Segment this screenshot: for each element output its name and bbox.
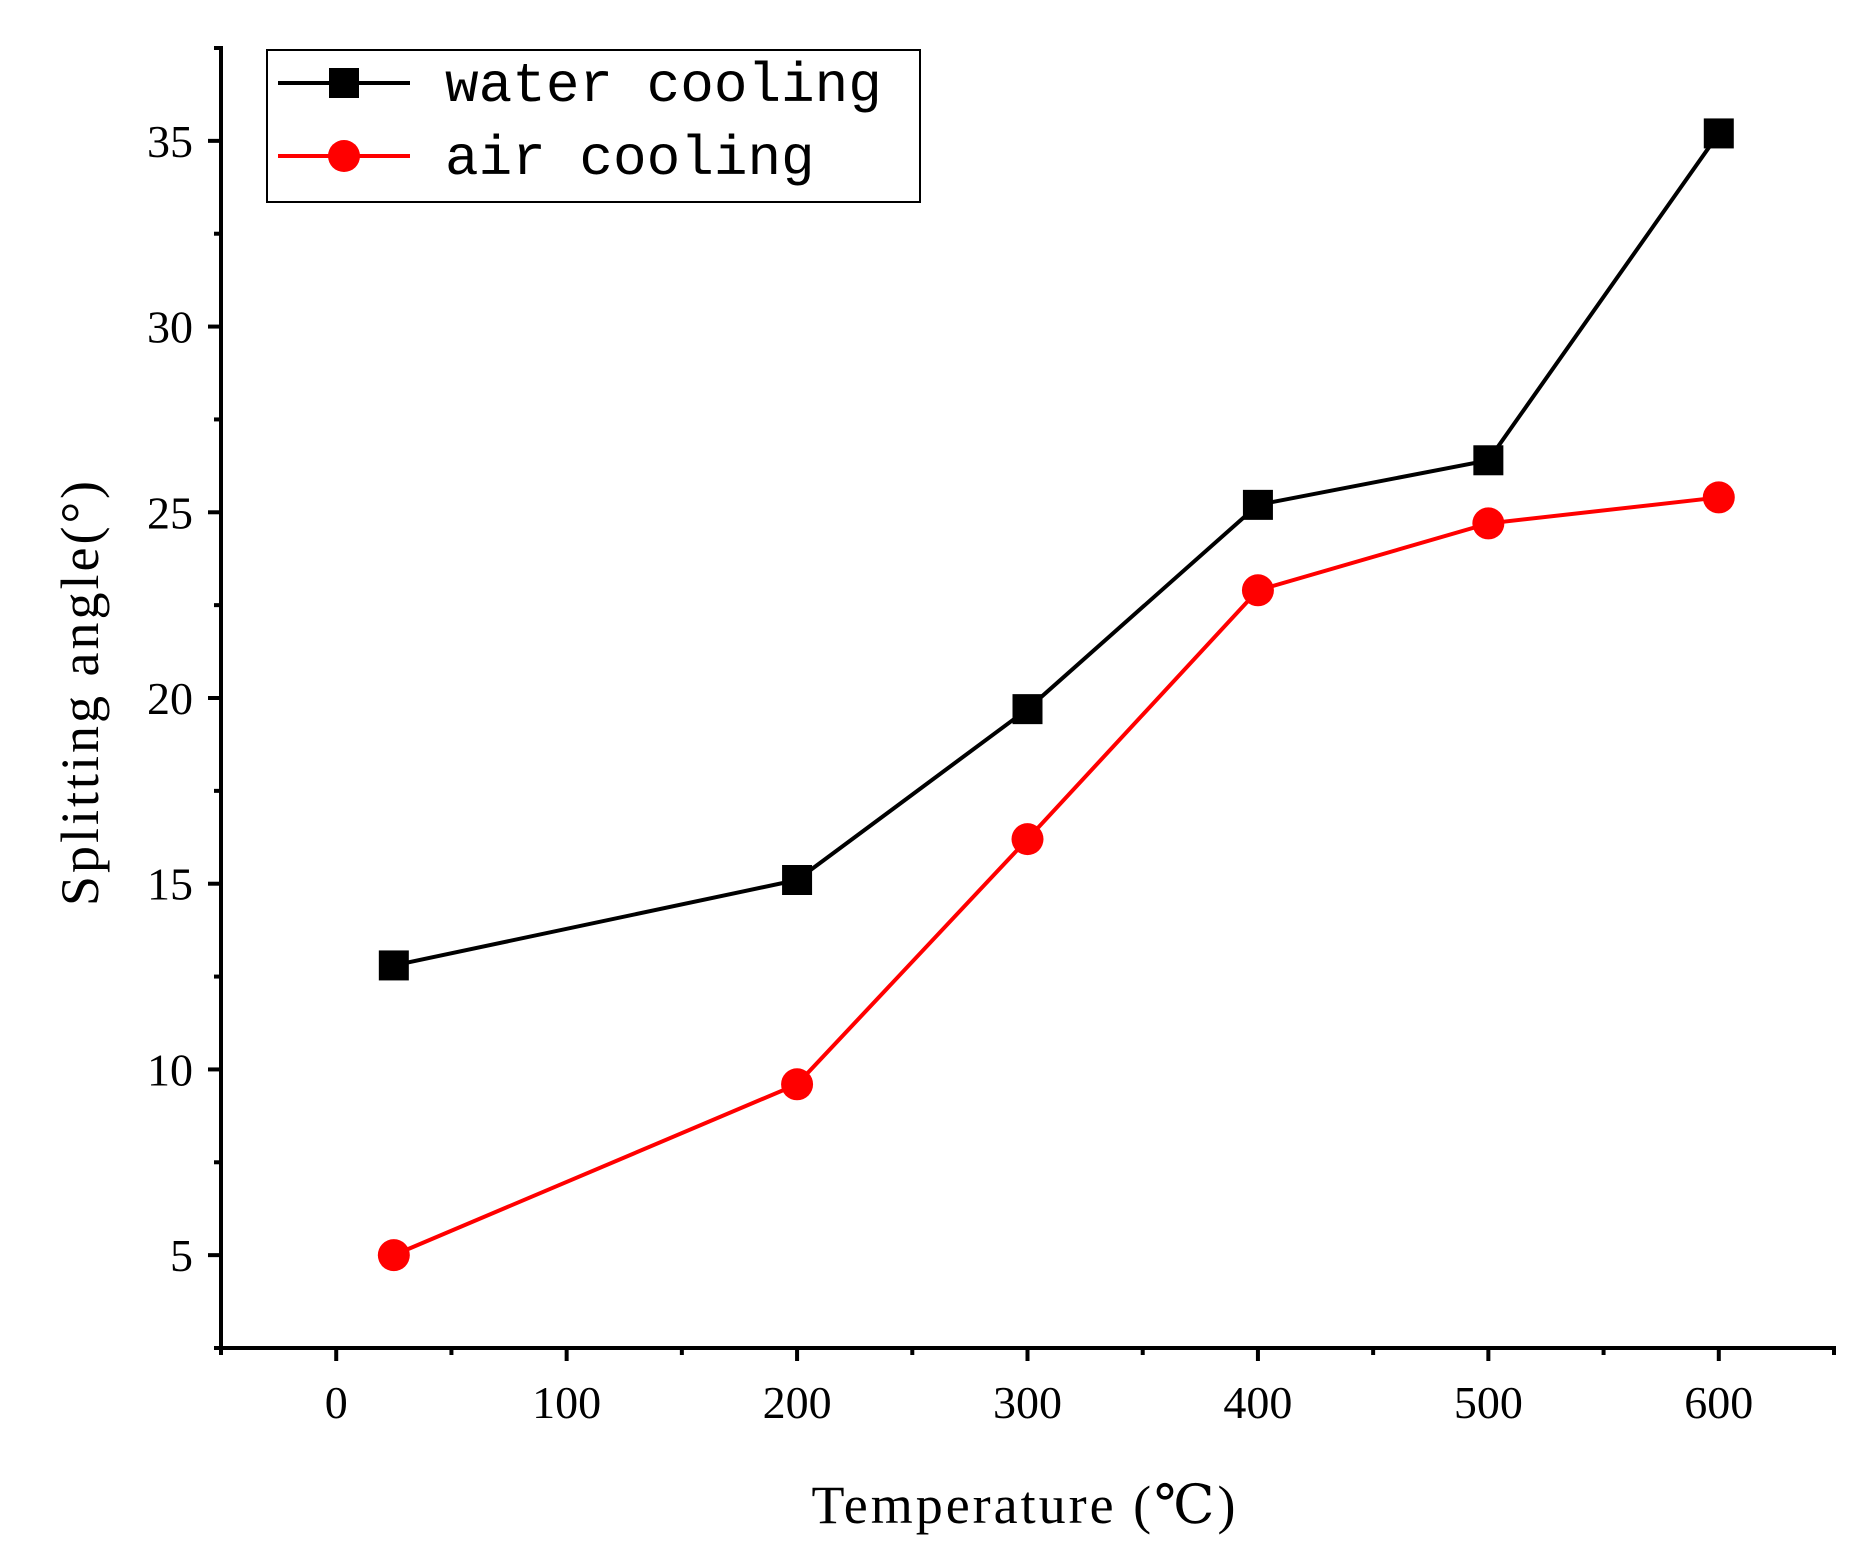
- y-tick-label: 30: [147, 302, 193, 353]
- series-air-cooling: [377, 481, 1735, 1272]
- data-point-water-cooling: [1012, 694, 1043, 725]
- x-tick-label: 600: [1684, 1377, 1753, 1428]
- legend-marker: [328, 140, 360, 172]
- series-layer: [377, 118, 1735, 1272]
- legend-item-air-cooling: air cooling: [278, 127, 815, 191]
- data-point-air-cooling: [1011, 823, 1044, 856]
- data-point-air-cooling: [1702, 481, 1735, 514]
- series-water-cooling: [378, 118, 1734, 981]
- y-axis-title: Splitting angle(°): [50, 478, 110, 906]
- y-tick-label: 20: [147, 673, 193, 724]
- y-tick-label: 35: [147, 116, 193, 167]
- legend-box: [266, 49, 921, 203]
- series-line-air-cooling: [393, 495, 1720, 1257]
- legend-label: air cooling: [445, 127, 815, 191]
- data-point-water-cooling: [1242, 489, 1273, 520]
- data-point-air-cooling: [1472, 507, 1505, 540]
- data-point-air-cooling: [1241, 574, 1274, 607]
- data-point-water-cooling: [782, 865, 813, 895]
- x-tick-label: 500: [1454, 1377, 1523, 1428]
- x-axis-title: Temperature (℃): [812, 1475, 1239, 1535]
- x-tick-label: 0: [325, 1377, 348, 1428]
- y-tick-label: 15: [147, 859, 193, 910]
- legend-marker: [329, 68, 359, 98]
- legend-items: water cooling air cooling: [278, 54, 882, 191]
- legend: water cooling air cooling: [266, 49, 921, 203]
- y-tick-label: 25: [147, 487, 193, 538]
- x-tick-label: 400: [1223, 1377, 1292, 1428]
- x-tick-label: 200: [763, 1377, 832, 1428]
- y-tick-label: 10: [147, 1044, 193, 1095]
- x-tick-label: 100: [532, 1377, 601, 1428]
- data-point-water-cooling: [1473, 445, 1504, 476]
- axes: 0 100 200 300 400 500 600 5 10 15 20 25 30 35: [147, 46, 1836, 1428]
- x-tick-label: 300: [993, 1377, 1062, 1428]
- series-line-water-cooling: [393, 132, 1721, 968]
- data-point-air-cooling: [377, 1239, 410, 1272]
- legend-label: water cooling: [445, 54, 882, 118]
- data-point-water-cooling: [1703, 118, 1734, 149]
- data-point-air-cooling: [781, 1068, 814, 1101]
- y-tick-label: 5: [170, 1230, 193, 1281]
- data-point-water-cooling: [378, 950, 409, 981]
- legend-item-water-cooling: water cooling: [278, 54, 882, 118]
